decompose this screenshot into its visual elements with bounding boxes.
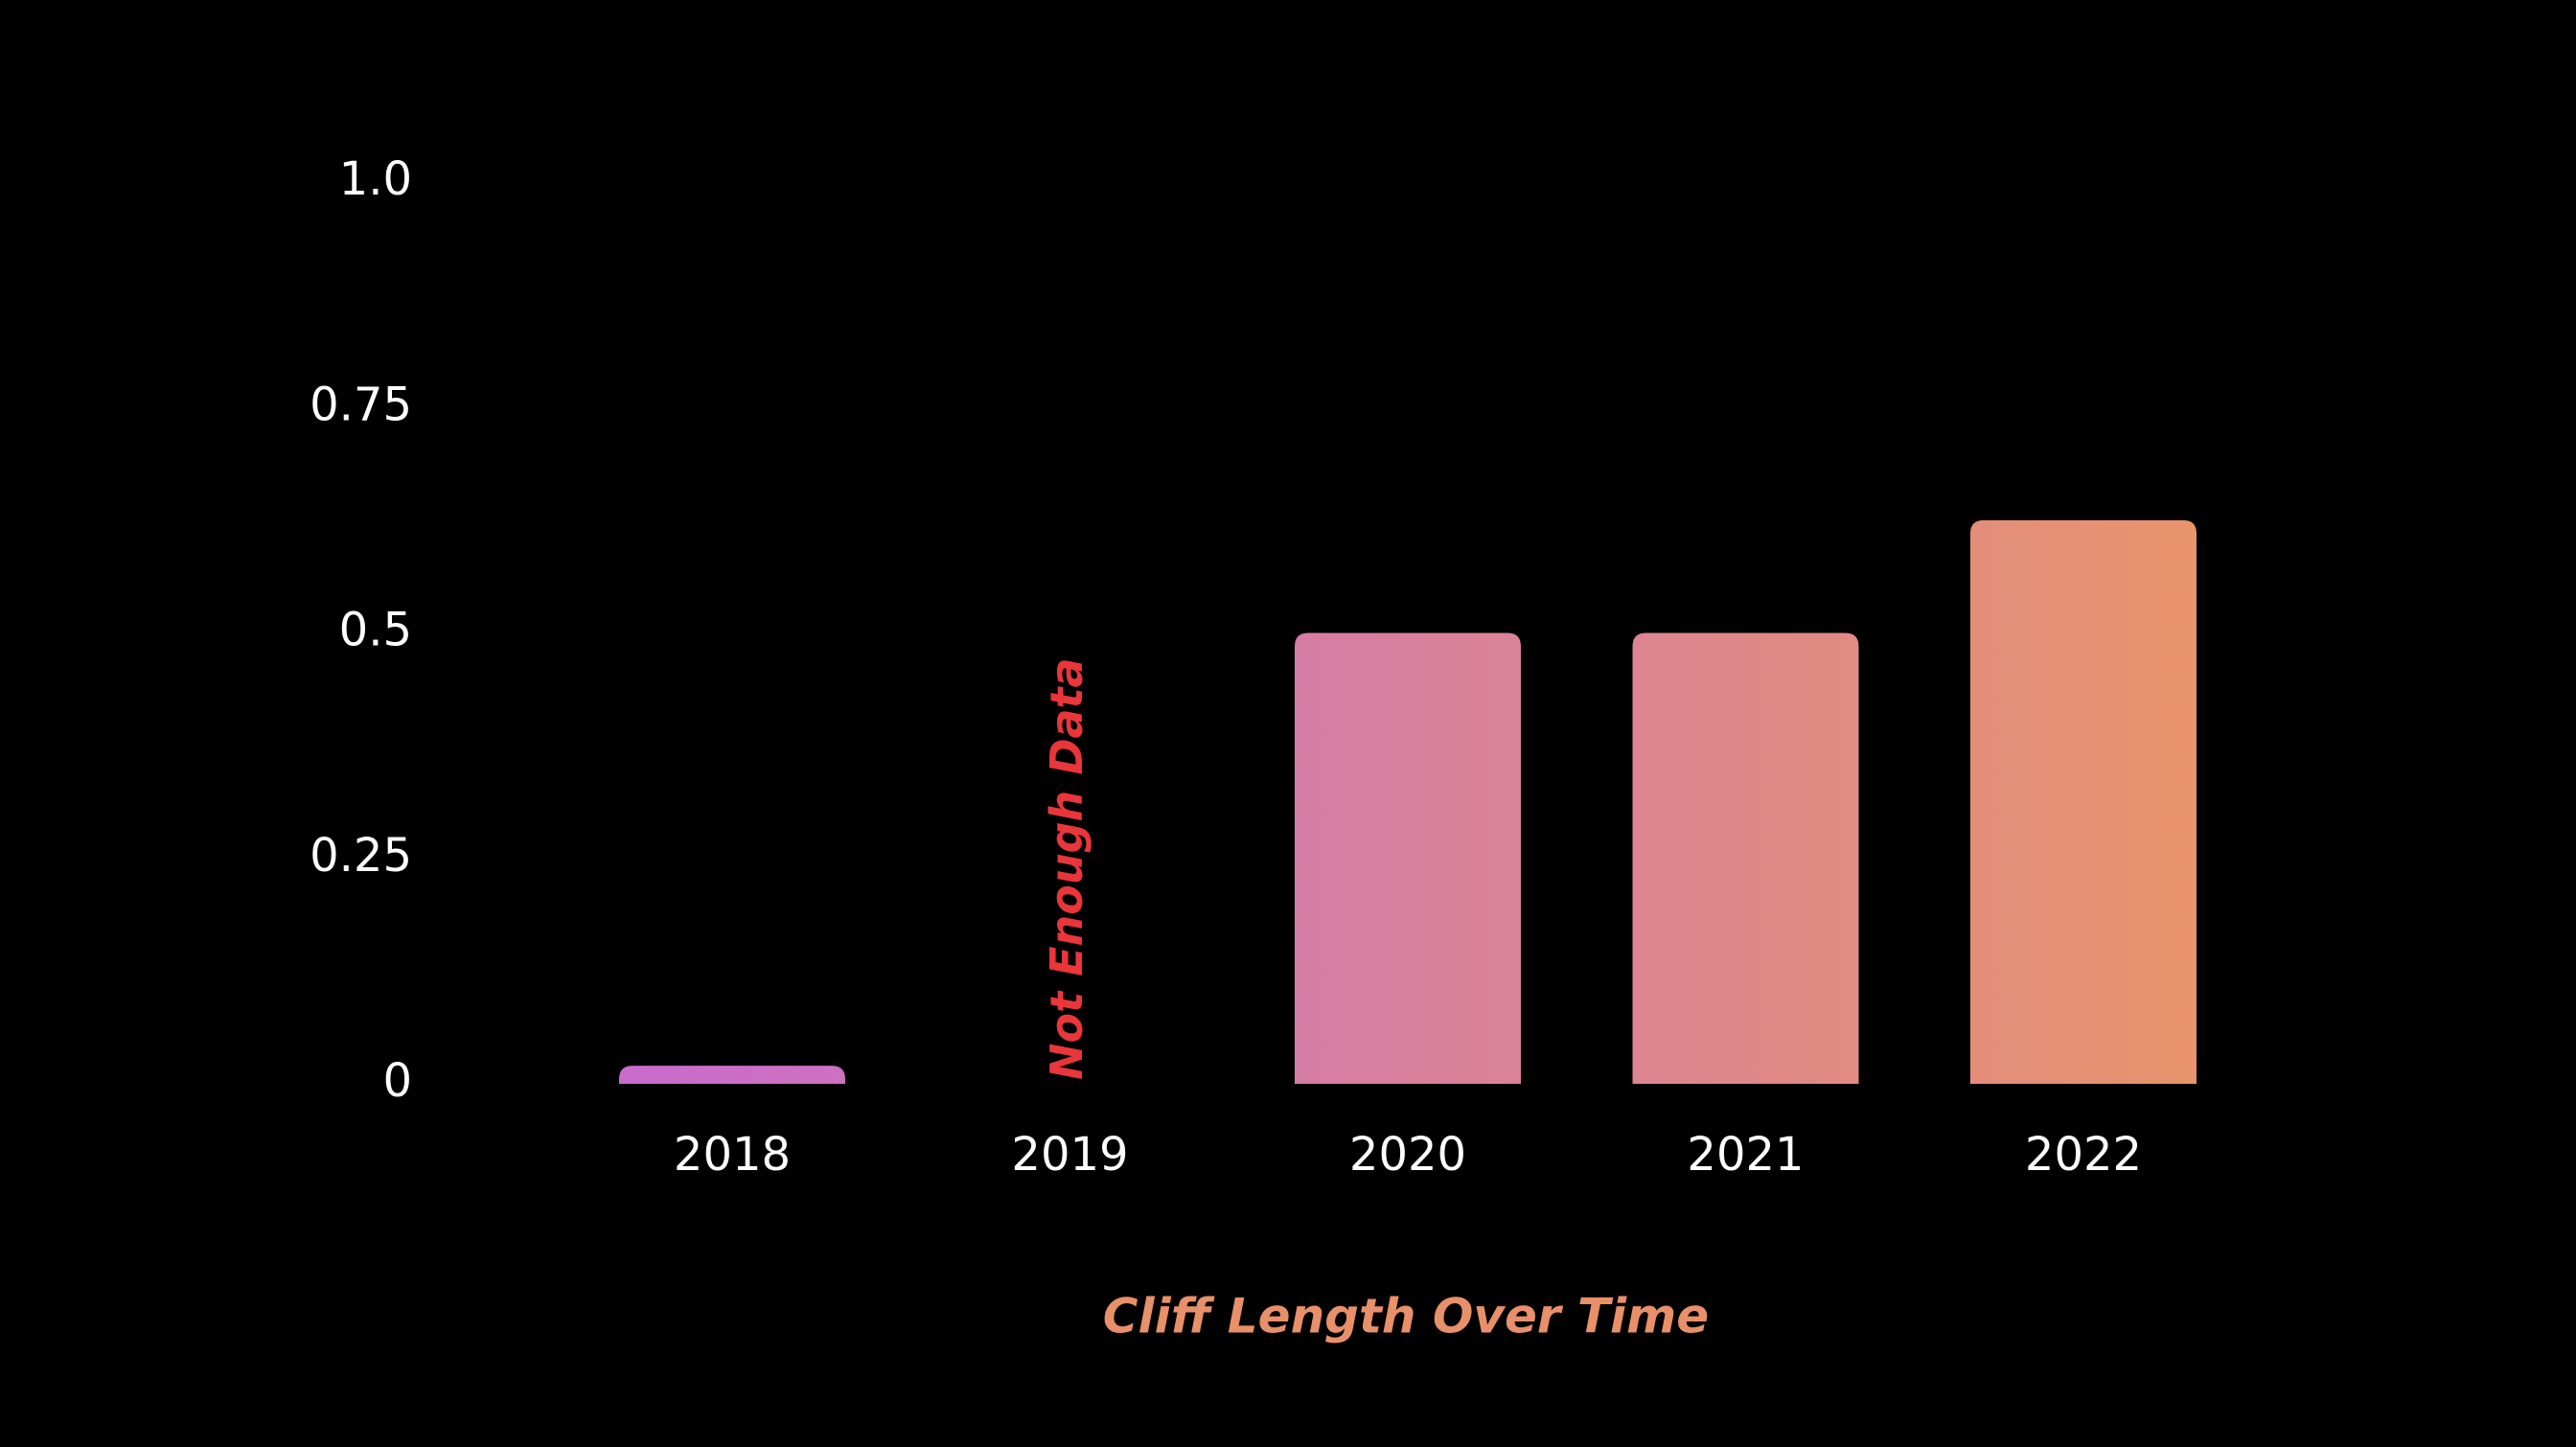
- x-tick-label: 2021: [1687, 1128, 1804, 1182]
- bar: [619, 1066, 845, 1084]
- annotation: Not Enough Data: [1041, 657, 1092, 1080]
- x-tick-label: 2018: [674, 1128, 791, 1182]
- x-tick-label: 2019: [1011, 1128, 1128, 1182]
- y-tick-label: 0.25: [310, 829, 412, 883]
- bar: [1295, 632, 1521, 1084]
- x-tick-label: 2022: [2025, 1128, 2142, 1182]
- y-tick-label: 0: [382, 1054, 412, 1108]
- bar: [1970, 519, 2196, 1084]
- x-tick-label: 2020: [1349, 1128, 1466, 1182]
- bar: [1632, 632, 1859, 1084]
- y-tick-label: 0.5: [339, 604, 412, 657]
- y-tick-label: 0.75: [310, 378, 412, 431]
- y-tick-label: 1.0: [339, 152, 412, 206]
- chart-title: Cliff Length Over Time: [1103, 1289, 1709, 1344]
